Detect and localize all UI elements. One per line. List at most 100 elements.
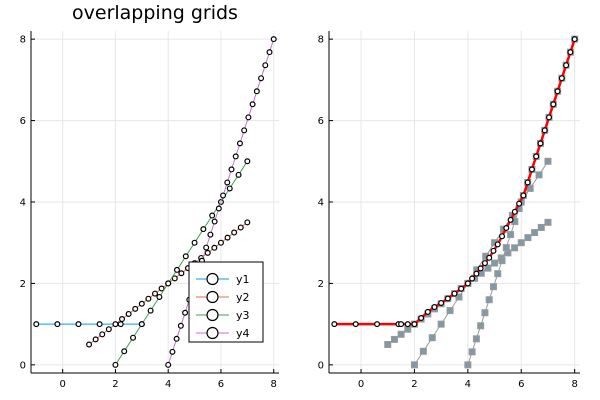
circle-marker (554, 88, 561, 95)
legend-label: y2 (236, 291, 250, 304)
square-marker (419, 347, 427, 355)
circle-marker (444, 295, 451, 302)
circle-marker (203, 244, 210, 251)
circle-marker (173, 266, 180, 273)
circle-marker (270, 36, 277, 43)
circle-marker (404, 321, 411, 328)
x-tick-label: 0 (59, 379, 65, 390)
square-marker (437, 320, 445, 328)
circle-marker (138, 300, 145, 307)
circle-marker (473, 270, 480, 277)
circle-marker (374, 321, 381, 328)
x-tick-label: 8 (571, 379, 577, 390)
circle-marker (331, 321, 338, 328)
square-marker (484, 264, 492, 272)
circle-marker (171, 275, 178, 282)
circle-marker (262, 62, 269, 69)
circle-marker (533, 153, 540, 160)
circle-marker (125, 310, 132, 317)
circle-marker (105, 326, 112, 333)
circle-marker (173, 335, 180, 342)
square-marker (455, 293, 463, 301)
circle-marker (499, 233, 506, 240)
circle-marker (241, 127, 248, 134)
y-tick-label: 4 (318, 198, 324, 209)
legend-marker (206, 326, 219, 340)
circle-marker (253, 88, 260, 95)
square-marker (494, 270, 502, 278)
circle-marker (207, 231, 214, 238)
square-marker (544, 157, 552, 165)
square-marker (384, 341, 392, 348)
square-marker (511, 244, 519, 252)
circle-marker (226, 185, 233, 192)
circle-marker (249, 101, 256, 108)
circle-marker (567, 49, 574, 56)
square-marker (446, 307, 454, 315)
square-marker (390, 335, 398, 343)
circle-marker (464, 280, 471, 287)
circle-marker (182, 309, 189, 316)
circle-marker (228, 166, 235, 173)
circle-marker (145, 295, 152, 302)
circle-marker (209, 212, 216, 219)
circle-marker (235, 171, 242, 178)
square-marker (428, 334, 436, 342)
circle-marker (469, 275, 476, 282)
square-marker (507, 231, 515, 239)
circle-marker (550, 101, 557, 108)
circle-marker (232, 153, 239, 160)
circle-marker (424, 308, 431, 315)
circle-marker (418, 315, 425, 322)
circle-marker (511, 208, 518, 215)
legend-label: y3 (236, 309, 250, 322)
circle-marker (220, 192, 227, 199)
circle-marker (211, 218, 218, 225)
circle-marker (156, 293, 163, 300)
circle-marker (411, 321, 418, 328)
circle-marker (217, 239, 224, 246)
square-marker (535, 171, 543, 179)
circle-marker (245, 114, 252, 121)
circle-marker (503, 225, 510, 232)
square-marker (410, 361, 418, 369)
circle-marker (86, 341, 93, 348)
circle-marker (112, 321, 119, 328)
square-marker (477, 322, 485, 330)
circle-marker (165, 280, 172, 287)
circle-marker (477, 265, 484, 272)
x-tick-label: 2 (112, 379, 118, 390)
circle-marker (132, 305, 139, 312)
y-tick-label: 0 (20, 360, 26, 371)
circle-marker (244, 219, 251, 226)
circle-marker (211, 244, 218, 251)
circle-marker (138, 321, 145, 328)
circle-marker (158, 285, 165, 292)
legend-label: y4 (236, 327, 250, 340)
square-marker (537, 223, 545, 231)
circle-marker (558, 75, 565, 82)
circle-marker (117, 321, 124, 328)
y-tick-label: 2 (318, 279, 324, 290)
circle-marker (352, 321, 359, 328)
circle-marker (541, 127, 548, 134)
y-tick-label: 4 (20, 198, 26, 209)
x-tick-label: 6 (518, 379, 524, 390)
square-marker (491, 259, 499, 267)
x-tick-label: 2 (411, 379, 417, 390)
legend-box (188, 261, 264, 343)
x-tick-label: 8 (271, 379, 277, 390)
square-marker (524, 234, 532, 242)
circle-marker (571, 36, 578, 43)
circle-marker (537, 140, 544, 147)
square-marker (489, 283, 497, 291)
circle-marker (224, 179, 231, 186)
square-marker (481, 309, 489, 317)
circle-marker (546, 114, 553, 121)
circle-marker (147, 307, 154, 314)
circle-marker (178, 270, 185, 277)
square-marker (464, 361, 472, 369)
left-plot-panel: 0 2 4 6 8 0 2 4 6 8 overlapping grids y1 y2 y3 y4 (20, 2, 279, 390)
y-tick-label: 8 (318, 35, 324, 46)
